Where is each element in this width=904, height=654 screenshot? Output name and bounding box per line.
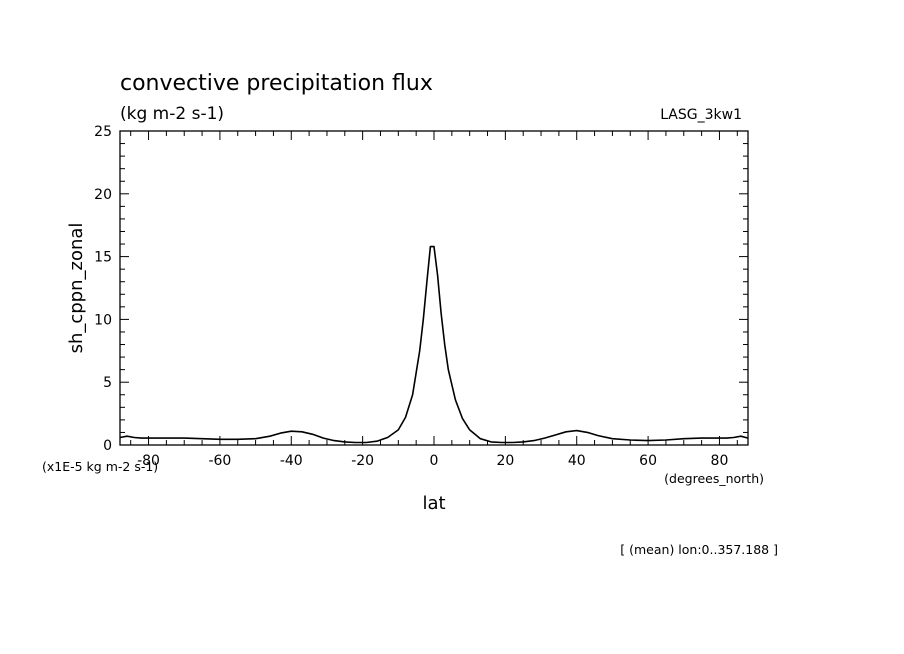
y-tick-label: 0 — [103, 438, 112, 454]
x-tick-label: -60 — [208, 453, 231, 469]
y-axis-ticks: 0 5 10 15 20 25 — [94, 124, 748, 454]
chart-subtitle: (kg m-2 s-1) — [120, 104, 224, 124]
x-tick-label: -20 — [351, 453, 374, 469]
x-tick-label: 40 — [568, 453, 586, 469]
x-tick-label: 20 — [496, 453, 514, 469]
x-axis-ticks: -80 -60 -40 -20 0 20 40 60 80 — [130, 131, 738, 469]
y-axis-units: (x1E-5 kg m-2 s-1) — [42, 459, 158, 474]
y-tick-label: 5 — [103, 375, 112, 391]
x-axis-title: lat — [422, 493, 445, 514]
x-tick-label: -80 — [137, 453, 160, 469]
y-tick-label: 20 — [94, 187, 112, 203]
y-tick-label: 10 — [94, 312, 112, 328]
x-tick-label: -40 — [280, 453, 303, 469]
x-axis-units: (degrees_north) — [664, 471, 764, 486]
plot-frame — [119, 130, 749, 446]
footnote: [ (mean) lon:0..357.188 ] — [620, 542, 778, 557]
y-axis-title: sh_cppn_zonal — [66, 223, 87, 354]
series-layer — [119, 245, 749, 444]
x-tick-label: 0 — [430, 453, 439, 469]
chart-title: convective precipitation flux — [120, 71, 433, 96]
y-tick-label: 15 — [94, 250, 112, 266]
model-label: LASG_3kw1 — [660, 107, 742, 123]
x-tick-label: 60 — [639, 453, 657, 469]
x-tick-label: 80 — [711, 453, 729, 469]
series-line — [119, 245, 749, 444]
y-tick-label: 25 — [94, 124, 112, 140]
